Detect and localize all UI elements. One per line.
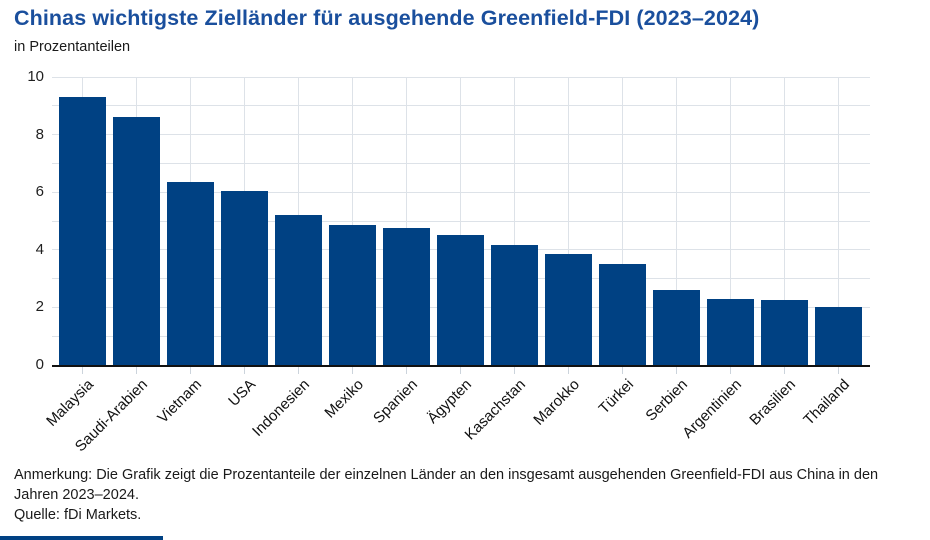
y-axis-label: 2 [35, 298, 44, 316]
y-axis-label: 4 [35, 240, 44, 258]
x-axis-tick [405, 367, 407, 374]
y-axis-label: 6 [35, 183, 44, 201]
x-axis-label: Türkei [595, 376, 638, 418]
v-gridline [621, 77, 623, 365]
v-gridline [675, 77, 677, 365]
y-axis-label: 0 [35, 356, 44, 373]
page-title: Chinas wichtigste Zielländer für ausgehe… [14, 6, 760, 30]
bar-vietnam [166, 182, 214, 365]
chart-note-text: Anmerkung: Die Grafik zeigt die Prozenta… [14, 467, 879, 503]
v-gridline [513, 77, 515, 365]
x-axis-label: Thailand [800, 376, 854, 429]
x-axis-tick [675, 367, 677, 374]
bar-brasilien [760, 300, 808, 365]
x-axis-label: USA [225, 376, 260, 410]
x-axis-label: Serbien [642, 376, 692, 425]
x-axis-tick [567, 367, 569, 374]
x-axis-label: Brasilien [746, 376, 800, 429]
x-axis-label: Mexiko [321, 376, 368, 422]
bar-marokko [544, 254, 592, 365]
x-axis-label: Indonesien [249, 376, 314, 440]
bar-kasachstan [490, 245, 538, 365]
x-axis-label: Ägypten [424, 376, 476, 427]
bar-mexiko [328, 225, 376, 365]
bar-t-rkei [598, 264, 646, 365]
bar-chart-plot-area: 0 2 4 6 8 10 Malaysia Saudi-Arabien Vietnam USA In… [27, 68, 870, 455]
h-gridline [52, 220, 870, 222]
x-axis-tick [513, 367, 515, 374]
y-axis-label: 8 [35, 125, 44, 143]
v-gridline [729, 77, 731, 365]
v-gridline [783, 77, 785, 365]
bar-argentinien [706, 298, 754, 365]
x-axis-tick [351, 367, 353, 374]
h-gridline [52, 76, 870, 78]
footer-accent-bar [0, 536, 163, 540]
x-axis-tick [459, 367, 461, 374]
bar-saudi-arabien [112, 117, 160, 365]
v-gridline [459, 77, 461, 365]
chart-subtitle: in Prozentanteilen [14, 39, 131, 55]
x-axis-label: Spanien [370, 376, 422, 427]
bar-spanien [382, 228, 430, 365]
x-axis-tick [729, 367, 731, 374]
x-axis-tick [189, 367, 191, 374]
v-gridline [405, 77, 407, 365]
h-gridline [52, 162, 870, 164]
h-gridline [52, 191, 870, 193]
v-gridline [567, 77, 569, 365]
x-axis-tick [837, 367, 839, 374]
x-axis-tick [621, 367, 623, 374]
x-axis-label: Vietnam [154, 376, 206, 427]
h-gridline [52, 134, 870, 136]
x-axis-tick [783, 367, 785, 374]
v-gridline [351, 77, 353, 365]
x-axis-tick [81, 367, 83, 374]
h-gridline [52, 105, 870, 107]
x-axis-tick [243, 367, 245, 374]
bar-serbien [652, 290, 700, 365]
bar-thailand [814, 307, 862, 365]
bar-usa [220, 190, 268, 365]
chart-footnote: Anmerkung: Die Grafik zeigt die Prozenta… [14, 465, 880, 525]
v-gridline [837, 77, 839, 365]
chart-source-text: Quelle: fDi Markets. [14, 507, 142, 523]
x-axis-label: Marokko [530, 376, 584, 429]
bar-indonesien [274, 215, 322, 365]
x-axis-tick [297, 367, 299, 374]
x-axis-tick [135, 367, 137, 374]
y-axis-label: 10 [27, 68, 44, 85]
x-axis-label: Malaysia [43, 376, 98, 430]
bar-malaysia [58, 97, 106, 365]
bar--gypten [436, 235, 484, 365]
